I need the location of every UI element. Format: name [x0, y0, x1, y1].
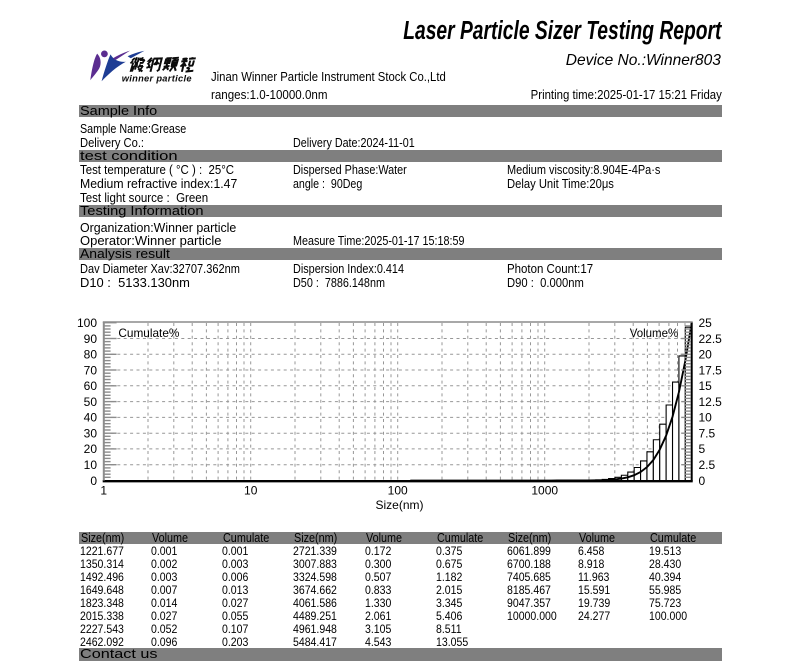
svg-text:Size(nm): Size(nm) — [375, 498, 423, 512]
svg-text:20: 20 — [84, 442, 98, 456]
svg-text:1000: 1000 — [531, 483, 558, 497]
svg-text:20: 20 — [699, 348, 713, 362]
svg-text:10: 10 — [244, 483, 258, 497]
svg-text:15: 15 — [699, 379, 713, 393]
svg-text:Cumulate%: Cumulate% — [118, 326, 179, 340]
svg-text:40: 40 — [84, 411, 98, 425]
svg-text:30: 30 — [84, 427, 98, 441]
svg-text:10: 10 — [699, 411, 713, 425]
svg-text:winner particle: winner particle — [122, 73, 192, 83]
svg-text:12.5: 12.5 — [699, 395, 723, 409]
svg-text:1: 1 — [100, 483, 107, 497]
svg-text:50: 50 — [84, 395, 98, 409]
svg-text:25: 25 — [699, 316, 713, 330]
svg-text:70: 70 — [84, 363, 98, 377]
svg-text:10: 10 — [84, 458, 98, 472]
svg-text:100: 100 — [388, 483, 408, 497]
svg-text:22.5: 22.5 — [699, 332, 723, 346]
svg-text:80: 80 — [84, 348, 98, 362]
svg-text:5: 5 — [699, 442, 706, 456]
svg-text:100: 100 — [77, 316, 97, 330]
svg-text:Volume%: Volume% — [630, 326, 679, 340]
svg-text:17.5: 17.5 — [699, 363, 723, 377]
svg-text:7.5: 7.5 — [699, 427, 716, 441]
svg-text:0: 0 — [90, 474, 97, 488]
svg-text:0: 0 — [699, 474, 706, 488]
svg-text:2.5: 2.5 — [699, 458, 716, 472]
svg-text:60: 60 — [84, 379, 98, 393]
svg-text:90: 90 — [84, 332, 98, 346]
